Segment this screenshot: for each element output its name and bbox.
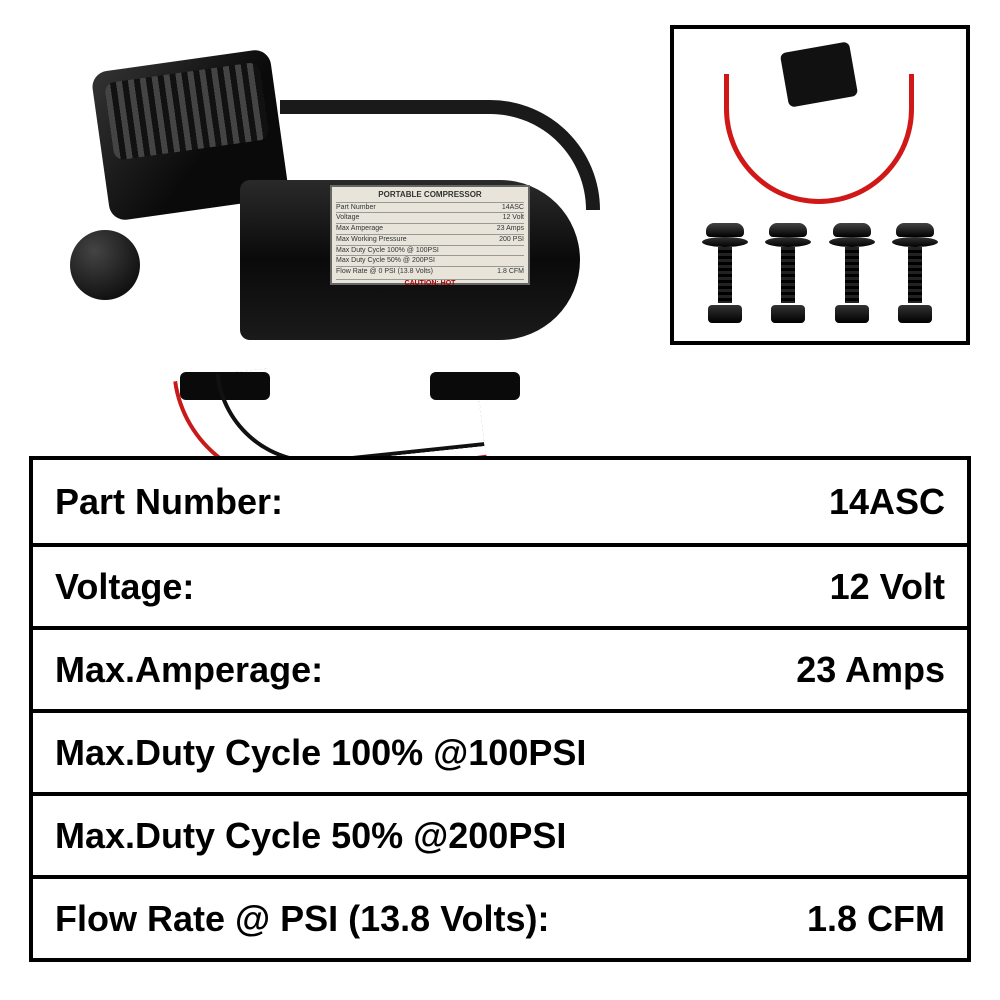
spec-value: 23 Amps bbox=[796, 649, 945, 691]
compressor-spec-label: PORTABLE COMPRESSOR Part Number14ASC Vol… bbox=[330, 185, 530, 285]
fuse-wire bbox=[724, 74, 914, 204]
spec-label: Max.Duty Cycle 100% @100PSI bbox=[55, 732, 945, 774]
table-row: Max.Duty Cycle 100% @100PSI bbox=[33, 709, 967, 792]
mounting-bolt bbox=[712, 223, 738, 323]
spec-label: Max.Duty Cycle 50% @200PSI bbox=[55, 815, 945, 857]
label-title: PORTABLE COMPRESSOR bbox=[336, 191, 524, 200]
table-row: Max.Duty Cycle 50% @200PSI bbox=[33, 792, 967, 875]
spec-value: 14ASC bbox=[829, 481, 945, 523]
spec-label: Max.Amperage: bbox=[55, 649, 796, 691]
table-row: Voltage: 12 Volt bbox=[33, 543, 967, 626]
mounting-bolt bbox=[839, 223, 865, 323]
product-image-area: PORTABLE COMPRESSOR Part Number14ASC Vol… bbox=[0, 0, 1000, 440]
spec-value: 1.8 CFM bbox=[807, 898, 945, 940]
spec-label: Voltage: bbox=[55, 566, 830, 608]
filter-knob bbox=[70, 230, 140, 300]
spec-value: 12 Volt bbox=[830, 566, 945, 608]
mounting-bolt bbox=[902, 223, 928, 323]
spec-table: Part Number: 14ASC Voltage: 12 Volt Max.… bbox=[29, 456, 971, 962]
spec-label: Flow Rate @ PSI (13.8 Volts): bbox=[55, 898, 807, 940]
accessories-inset bbox=[670, 25, 970, 345]
spec-label: Part Number: bbox=[55, 481, 829, 523]
caution-text: CAUTION: HOT bbox=[336, 279, 524, 288]
mounting-bolt bbox=[775, 223, 801, 323]
table-row: Part Number: 14ASC bbox=[33, 460, 967, 543]
compressor-illustration: PORTABLE COMPRESSOR Part Number14ASC Vol… bbox=[60, 60, 620, 410]
table-row: Flow Rate @ PSI (13.8 Volts): 1.8 CFM bbox=[33, 875, 967, 958]
table-row: Max.Amperage: 23 Amps bbox=[33, 626, 967, 709]
mounting-bolts-row bbox=[674, 213, 966, 323]
